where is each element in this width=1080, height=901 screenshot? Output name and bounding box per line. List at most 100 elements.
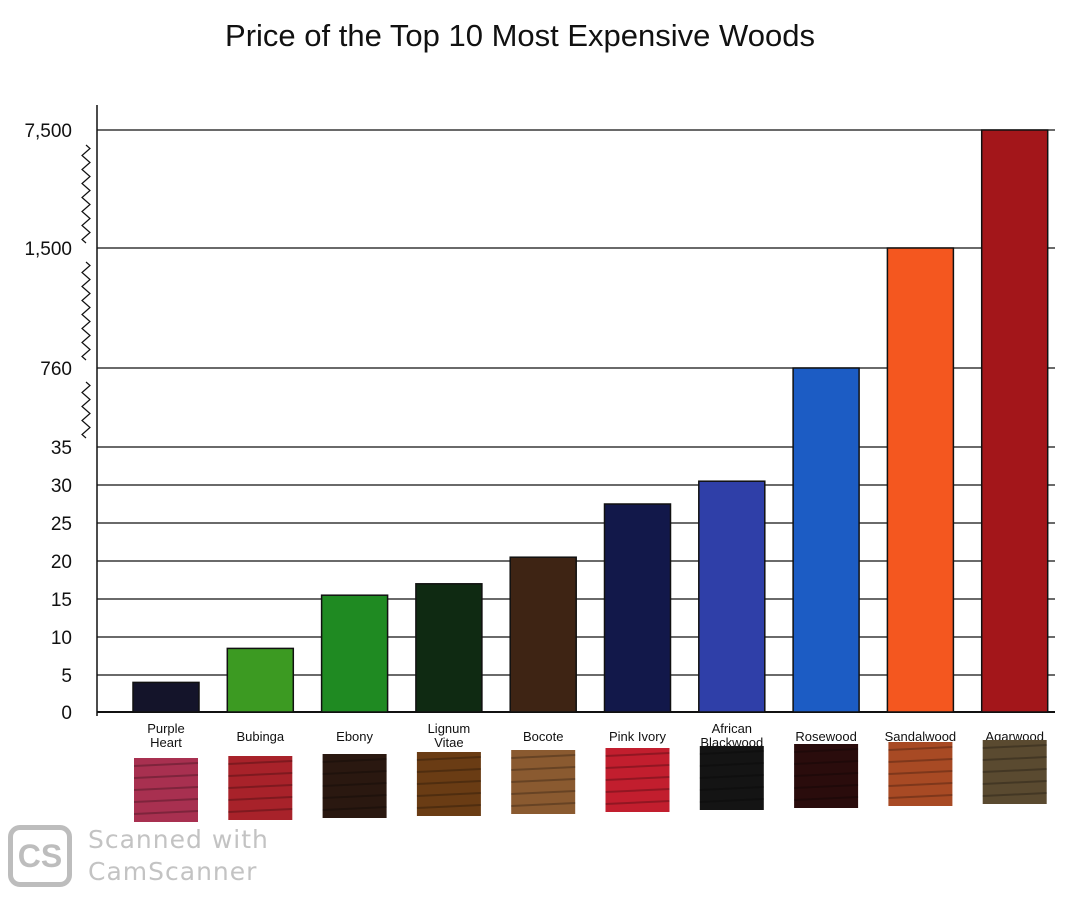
camscanner-logo: CS [8, 825, 72, 887]
x-tick-labels: Purple Heart Bubinga Ebony Lignum Vitae Bocote… [147, 721, 1044, 750]
bar-pink-ivory [603, 503, 672, 713]
wood-grain [511, 766, 576, 771]
y-tick-label: 760 [40, 359, 72, 380]
bar-ebony [320, 594, 389, 713]
bar-rosewood [792, 367, 860, 713]
wood-grain [133, 810, 199, 815]
wood-swatch-lignum-vitae [416, 752, 481, 816]
wood-grain [699, 786, 764, 791]
wood-grain [322, 806, 387, 811]
bar-bocote [509, 556, 577, 713]
wood-swatch-rosewood [794, 744, 859, 808]
wood-grain [416, 768, 481, 773]
wood-grain [794, 760, 859, 765]
wood-grain [982, 768, 1047, 773]
wood-grain [794, 784, 859, 789]
y-tick-label: 30 [51, 476, 72, 497]
wood-grain [322, 782, 387, 787]
y-tick-label: 15 [51, 590, 72, 611]
watermark-line2: CamScanner [88, 857, 258, 886]
bar-lignum-vitae [415, 583, 483, 713]
wood-grain [605, 776, 670, 781]
wood-grain [511, 790, 576, 795]
wood-grain [228, 772, 293, 777]
wood-grain [511, 778, 576, 783]
x-tick-label: Lignum Vitae [428, 721, 471, 750]
wood-grain [982, 792, 1047, 797]
wood-grain [133, 798, 199, 803]
wood-grain [888, 794, 953, 799]
wood-grain [416, 756, 481, 761]
axis-breaks [81, 144, 91, 439]
wood-swatch-pink-ivory [605, 748, 670, 812]
axis-break-squiggle [81, 381, 91, 439]
wood-grain [699, 798, 764, 803]
wood-grain [228, 784, 293, 789]
y-tick-labels: 0 5 10 15 20 25 30 35 760 1,500 7,500 [24, 121, 72, 724]
y-tick-label: 20 [51, 552, 72, 573]
bar-agarwood [980, 129, 1049, 713]
chart-title: Price of the Top 10 Most Expensive Woods [225, 18, 815, 53]
y-tick-label: 25 [51, 514, 72, 535]
wood-grain [605, 764, 670, 769]
wood-grain [228, 760, 293, 765]
wood-grain [322, 770, 387, 775]
wood-grain [888, 782, 953, 787]
wood-grain [322, 758, 387, 763]
camscanner-watermark: CS Scanned with CamScanner [8, 824, 269, 888]
wood-grain [133, 762, 199, 767]
x-tick-label: Purple Heart [147, 721, 185, 750]
watermark-line1: Scanned with [88, 825, 269, 854]
wood-grain [794, 748, 859, 753]
x-tick-label: Bubinga [236, 729, 284, 744]
wood-grain [133, 774, 199, 779]
wood-grain [228, 796, 293, 801]
wood-grain [416, 780, 481, 785]
watermark-text: Scanned with CamScanner [88, 824, 269, 888]
wood-swatch-agarwood [982, 740, 1047, 804]
wood-grain [699, 774, 764, 779]
axis-break-squiggle [81, 144, 91, 244]
wood-swatch-bocote [511, 750, 576, 814]
bar-purple-heart [132, 681, 200, 713]
wood-grain [511, 802, 576, 807]
wood-grain [794, 772, 859, 777]
y-tick-label: 0 [61, 703, 72, 724]
wood-swatch-african-blackwood [699, 746, 764, 810]
wood-grain [888, 770, 953, 775]
x-tick-label: Ebony [336, 729, 373, 744]
y-tick-label: 7,500 [24, 121, 72, 142]
axis-break-squiggle [81, 261, 91, 361]
wood-grain [982, 744, 1047, 749]
wood-grain [794, 796, 859, 801]
wood-grain [416, 804, 481, 809]
wood-grain [416, 792, 481, 797]
wood-swatch-bubinga [228, 756, 293, 820]
wood-grain [511, 754, 576, 759]
x-tick-label: Pink Ivory [609, 729, 667, 744]
x-tick-label: African Blackwood [700, 721, 763, 750]
wood-swatches [133, 740, 1047, 822]
wood-grain [322, 794, 387, 799]
y-tick-label: 10 [51, 628, 72, 649]
wood-grain [228, 808, 293, 813]
wood-swatch-sandalwood [888, 742, 953, 806]
wood-grain [888, 758, 953, 763]
wood-grain [699, 750, 764, 755]
wood-grain [888, 746, 953, 751]
bar-sandalwood [886, 247, 955, 713]
bar-african-blackwood [698, 480, 766, 713]
wood-grain [605, 800, 670, 805]
y-tick-label: 1,500 [24, 239, 72, 260]
wood-grain [605, 752, 670, 757]
bar-bubinga [226, 647, 295, 713]
x-tick-label: Sandalwood [885, 729, 957, 744]
y-tick-label: 5 [61, 666, 72, 687]
x-tick-label: Bocote [523, 729, 563, 744]
wood-grain [982, 756, 1047, 761]
x-tick-label: Rosewood [795, 729, 856, 744]
bars [132, 129, 1049, 713]
y-tick-label: 35 [51, 438, 72, 459]
wood-grain [133, 786, 199, 791]
